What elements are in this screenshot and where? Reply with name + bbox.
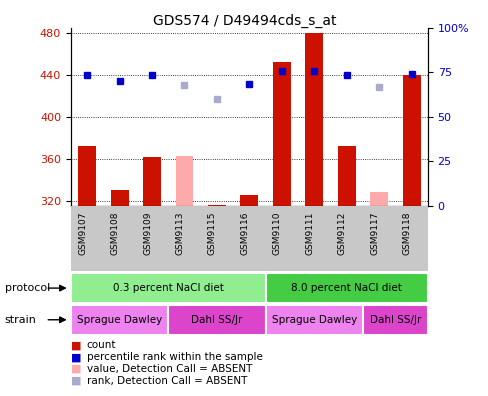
Bar <box>175 156 193 206</box>
Bar <box>369 192 387 206</box>
Bar <box>71 305 168 335</box>
Bar <box>143 157 161 206</box>
Text: GSM9115: GSM9115 <box>207 211 217 255</box>
Text: ■: ■ <box>71 352 81 362</box>
Text: 8.0 percent NaCl diet: 8.0 percent NaCl diet <box>291 283 401 293</box>
Text: GSM9111: GSM9111 <box>305 211 314 255</box>
Bar <box>272 62 290 206</box>
Bar <box>78 146 96 206</box>
Text: Sprague Dawley: Sprague Dawley <box>77 315 162 325</box>
Text: GSM9118: GSM9118 <box>402 211 411 255</box>
Text: GSM9108: GSM9108 <box>110 211 120 255</box>
Bar <box>337 146 355 206</box>
Text: protocol: protocol <box>5 283 50 293</box>
Bar <box>71 273 265 303</box>
Text: Dahl SS/Jr: Dahl SS/Jr <box>191 315 242 325</box>
Text: rank, Detection Call = ABSENT: rank, Detection Call = ABSENT <box>86 376 246 386</box>
Bar <box>168 305 265 335</box>
Text: GSM9110: GSM9110 <box>272 211 281 255</box>
Text: value, Detection Call = ABSENT: value, Detection Call = ABSENT <box>86 364 251 374</box>
Text: GSM9112: GSM9112 <box>337 211 346 255</box>
Bar <box>362 305 427 335</box>
Bar <box>265 305 362 335</box>
Text: GSM9113: GSM9113 <box>175 211 184 255</box>
Bar <box>207 205 225 206</box>
Bar <box>305 33 323 206</box>
Bar <box>240 196 258 206</box>
Text: ■: ■ <box>71 340 81 350</box>
Text: Dahl SS/Jr: Dahl SS/Jr <box>369 315 420 325</box>
Text: GDS574 / D49494cds_s_at: GDS574 / D49494cds_s_at <box>152 14 336 28</box>
Text: ■: ■ <box>71 364 81 374</box>
Bar <box>402 75 420 206</box>
Text: percentile rank within the sample: percentile rank within the sample <box>86 352 262 362</box>
Text: GSM9109: GSM9109 <box>143 211 152 255</box>
Bar <box>110 190 128 206</box>
Text: Sprague Dawley: Sprague Dawley <box>271 315 356 325</box>
Text: 0.3 percent NaCl diet: 0.3 percent NaCl diet <box>113 283 223 293</box>
Text: ■: ■ <box>71 376 81 386</box>
Text: strain: strain <box>5 315 37 325</box>
Text: GSM9116: GSM9116 <box>240 211 249 255</box>
Text: GSM9117: GSM9117 <box>369 211 378 255</box>
Bar <box>265 273 427 303</box>
Text: count: count <box>86 340 116 350</box>
Text: GSM9107: GSM9107 <box>78 211 87 255</box>
